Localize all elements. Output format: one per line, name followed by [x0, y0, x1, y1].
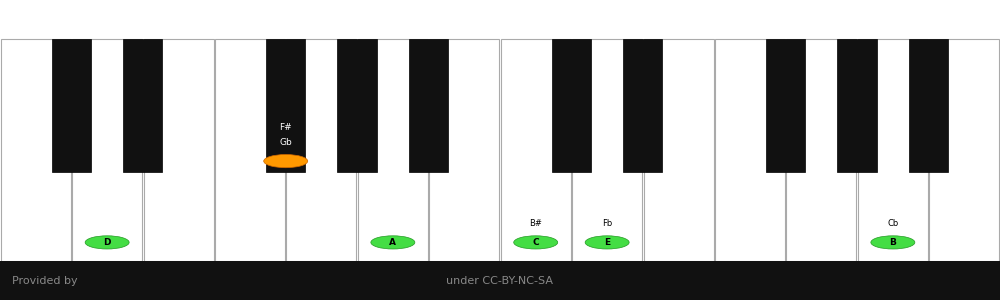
Text: C: C — [532, 238, 539, 247]
Bar — [52, 39, 91, 172]
Bar — [552, 39, 591, 172]
Bar — [358, 39, 428, 261]
Text: Provided by: Provided by — [12, 275, 78, 286]
Circle shape — [585, 236, 629, 249]
Bar — [623, 39, 662, 172]
Bar — [715, 39, 785, 261]
Bar — [501, 39, 571, 261]
Bar — [409, 39, 448, 172]
Circle shape — [514, 236, 558, 249]
Circle shape — [371, 236, 415, 249]
Bar — [72, 39, 142, 261]
Bar — [215, 39, 285, 261]
Circle shape — [264, 154, 308, 168]
Bar — [858, 39, 928, 261]
Bar — [1, 39, 71, 261]
Bar — [123, 39, 162, 172]
Text: E: E — [604, 238, 610, 247]
Text: B#: B# — [529, 219, 542, 228]
Bar — [144, 39, 214, 261]
Circle shape — [871, 236, 915, 249]
Bar — [909, 39, 948, 172]
Bar — [786, 39, 856, 261]
Bar — [0, 261, 1000, 300]
Text: under CC-BY-NC-SA: under CC-BY-NC-SA — [446, 275, 554, 286]
Circle shape — [85, 236, 129, 249]
Bar — [266, 39, 305, 172]
Bar — [429, 39, 499, 261]
Text: Fb: Fb — [602, 219, 612, 228]
Text: D: D — [103, 238, 111, 247]
Text: B: B — [889, 238, 896, 247]
Bar — [766, 39, 805, 172]
Text: A: A — [389, 238, 396, 247]
Bar — [572, 39, 642, 261]
Text: Gb: Gb — [279, 138, 292, 147]
Bar — [644, 39, 714, 261]
Text: Cb: Cb — [887, 219, 898, 228]
Bar — [337, 39, 377, 172]
Bar — [837, 39, 877, 172]
Bar — [286, 39, 356, 261]
Bar — [929, 39, 999, 261]
Text: F#: F# — [279, 123, 292, 132]
